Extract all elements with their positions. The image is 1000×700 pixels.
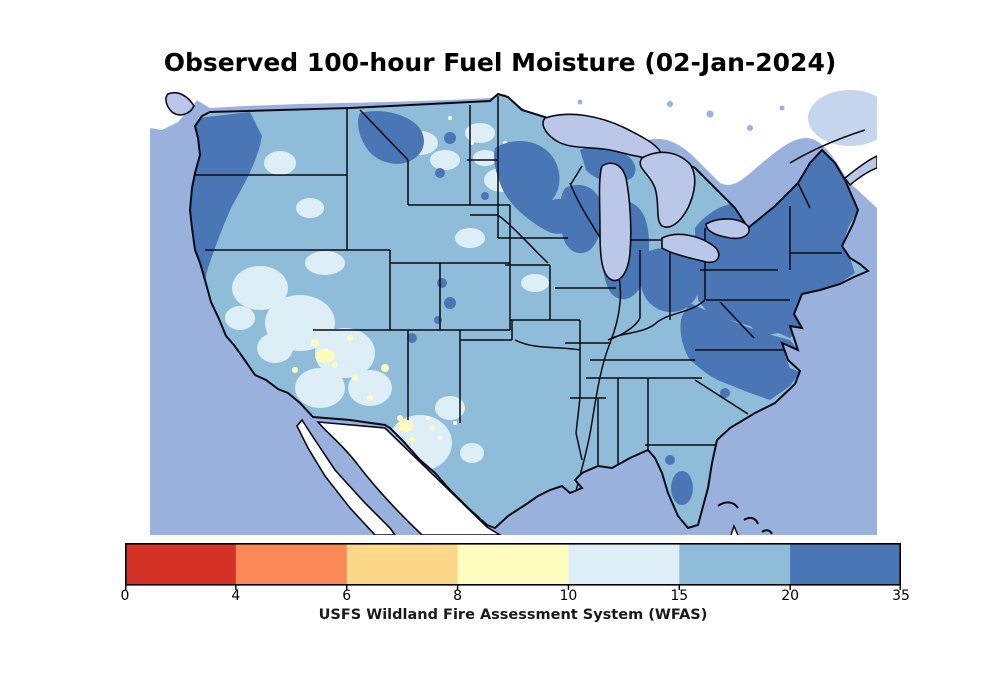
colorbar-segments xyxy=(125,543,902,585)
vancouver-island xyxy=(165,91,195,116)
canada-landmass xyxy=(150,88,877,208)
tick-label: 10 xyxy=(559,588,578,604)
lake-erie xyxy=(661,233,720,264)
tick-label: 35 xyxy=(892,588,910,604)
colorbar xyxy=(125,543,902,591)
canada-small-lakes xyxy=(577,99,785,131)
colorbar-frame xyxy=(125,543,902,586)
colorbar-segment xyxy=(679,543,791,585)
state-borders xyxy=(190,96,842,497)
colorbar-segment xyxy=(790,543,902,585)
colorbar-tick-marks xyxy=(125,585,901,590)
st-lawrence-shoreline xyxy=(789,129,866,164)
map-canvas xyxy=(150,88,892,542)
tick-label: 6 xyxy=(342,588,352,604)
lake-michigan xyxy=(598,162,632,282)
colorbar-svg xyxy=(125,543,902,590)
conus-map xyxy=(150,88,892,542)
contour-patches-20-35 xyxy=(190,111,858,505)
lake-huron xyxy=(639,151,696,228)
tick-label: 0 xyxy=(120,588,130,604)
colorbar-segment xyxy=(125,543,237,585)
colorbar-tick-labels: 0 4 6 8 10 15 20 35 xyxy=(121,588,910,606)
colorbar-segment xyxy=(457,543,569,585)
tick-label: 20 xyxy=(781,588,800,604)
no-data-specks xyxy=(426,116,507,440)
colorbar-segment xyxy=(346,543,459,585)
tick-label: 4 xyxy=(231,588,241,604)
tick-label: 15 xyxy=(670,588,689,604)
colorbar-caption: USFS Wildland Fire Assessment System (WF… xyxy=(318,607,708,623)
gulf-of-st-lawrence xyxy=(808,90,892,146)
contour-patches-8-10 xyxy=(292,335,435,443)
lake-ontario xyxy=(705,218,750,240)
colorbar-segment xyxy=(235,543,348,585)
colorbar-segment xyxy=(568,543,680,585)
chart-title: Observed 100-hour Fuel Moisture (02-Jan-… xyxy=(163,48,837,77)
great-lakes xyxy=(542,113,750,282)
mexico-landmass xyxy=(316,421,503,536)
tick-label: 8 xyxy=(453,588,463,604)
